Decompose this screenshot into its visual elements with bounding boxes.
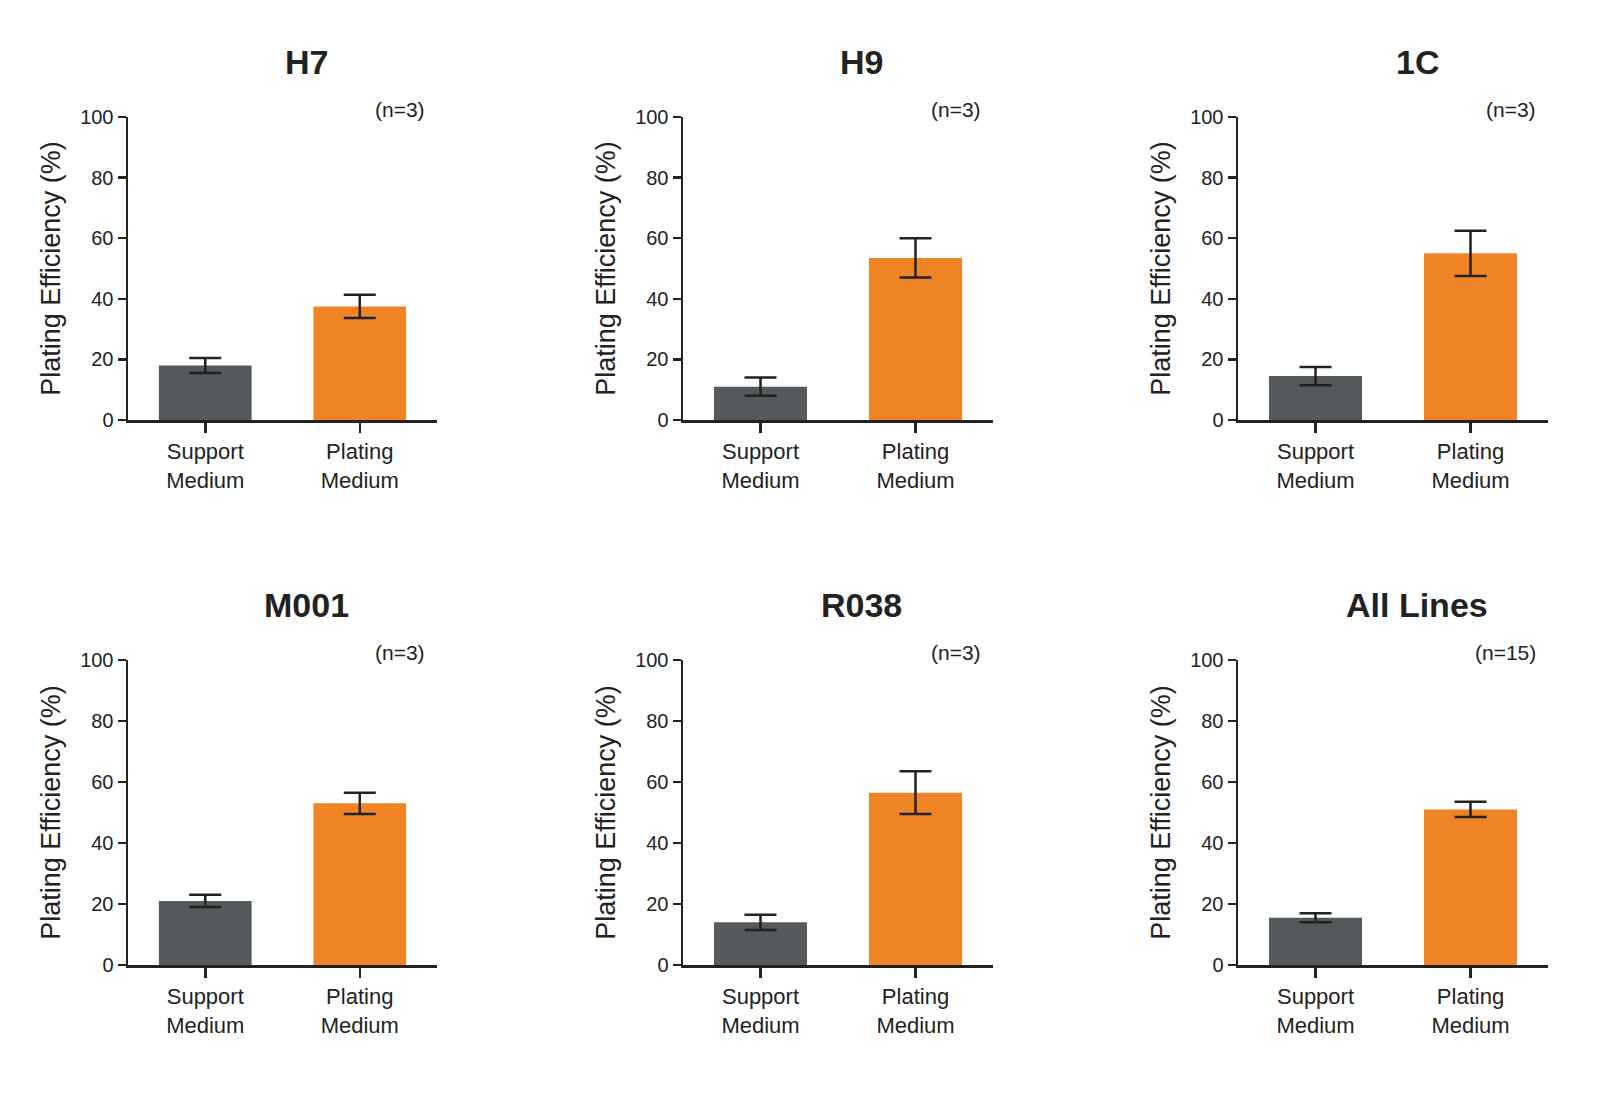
svg-text:40: 40 — [1201, 832, 1223, 854]
svg-text:PlatingMedium: PlatingMedium — [1431, 439, 1509, 493]
svg-text:0: 0 — [102, 954, 113, 976]
svg-text:20: 20 — [646, 348, 668, 370]
svg-text:20: 20 — [1201, 348, 1223, 370]
svg-text:100: 100 — [635, 106, 668, 128]
svg-text:SupportMedium: SupportMedium — [721, 984, 799, 1038]
svg-text:SupportMedium: SupportMedium — [166, 984, 244, 1038]
svg-text:(n=3): (n=3) — [375, 641, 425, 664]
svg-text:100: 100 — [80, 649, 113, 671]
svg-text:80: 80 — [91, 710, 113, 732]
svg-text:20: 20 — [646, 893, 668, 915]
svg-text:Plating Efficiency (%): Plating Efficiency (%) — [591, 141, 621, 396]
svg-text:(n=15): (n=15) — [1475, 641, 1536, 664]
svg-text:H9: H9 — [840, 43, 883, 81]
svg-text:100: 100 — [80, 106, 113, 128]
svg-text:100: 100 — [1190, 649, 1223, 671]
svg-text:PlatingMedium: PlatingMedium — [876, 984, 954, 1038]
svg-text:60: 60 — [646, 227, 668, 249]
svg-text:1C: 1C — [1396, 43, 1439, 81]
svg-text:80: 80 — [1201, 710, 1223, 732]
svg-text:PlatingMedium: PlatingMedium — [876, 439, 954, 493]
svg-text:PlatingMedium: PlatingMedium — [321, 984, 399, 1038]
svg-text:SupportMedium: SupportMedium — [1276, 439, 1354, 493]
svg-text:60: 60 — [91, 771, 113, 793]
svg-text:Plating Efficiency (%): Plating Efficiency (%) — [1146, 141, 1176, 396]
svg-text:Plating Efficiency (%): Plating Efficiency (%) — [1146, 685, 1176, 940]
svg-text:40: 40 — [646, 832, 668, 854]
svg-text:(n=3): (n=3) — [375, 98, 425, 121]
svg-text:(n=3): (n=3) — [931, 98, 981, 121]
svg-text:80: 80 — [91, 167, 113, 189]
svg-text:R038: R038 — [821, 586, 902, 624]
svg-text:0: 0 — [657, 409, 668, 431]
svg-text:0: 0 — [657, 954, 668, 976]
svg-text:80: 80 — [646, 710, 668, 732]
svg-text:60: 60 — [646, 771, 668, 793]
svg-text:20: 20 — [1201, 893, 1223, 915]
svg-text:SupportMedium: SupportMedium — [166, 439, 244, 493]
svg-text:SupportMedium: SupportMedium — [1276, 984, 1354, 1038]
svg-text:PlatingMedium: PlatingMedium — [1431, 984, 1509, 1038]
svg-text:Plating Efficiency (%): Plating Efficiency (%) — [591, 685, 621, 940]
svg-text:60: 60 — [1201, 771, 1223, 793]
svg-text:M001: M001 — [264, 586, 349, 624]
svg-text:PlatingMedium: PlatingMedium — [321, 439, 399, 493]
svg-text:40: 40 — [1201, 288, 1223, 310]
svg-text:40: 40 — [91, 832, 113, 854]
svg-text:Plating Efficiency (%): Plating Efficiency (%) — [36, 685, 66, 940]
svg-text:80: 80 — [1201, 167, 1223, 189]
svg-text:60: 60 — [91, 227, 113, 249]
svg-text:Plating Efficiency (%): Plating Efficiency (%) — [36, 141, 66, 396]
svg-text:100: 100 — [1190, 106, 1223, 128]
svg-text:(n=3): (n=3) — [931, 641, 981, 664]
svg-text:All Lines: All Lines — [1346, 586, 1488, 624]
svg-text:(n=3): (n=3) — [1486, 98, 1536, 121]
svg-text:20: 20 — [91, 893, 113, 915]
svg-text:0: 0 — [102, 409, 113, 431]
svg-text:H7: H7 — [285, 43, 328, 81]
svg-text:100: 100 — [635, 649, 668, 671]
svg-text:40: 40 — [91, 288, 113, 310]
svg-text:80: 80 — [646, 167, 668, 189]
svg-text:0: 0 — [1212, 954, 1223, 976]
svg-text:20: 20 — [91, 348, 113, 370]
svg-text:60: 60 — [1201, 227, 1223, 249]
svg-text:SupportMedium: SupportMedium — [721, 439, 799, 493]
svg-text:40: 40 — [646, 288, 668, 310]
svg-text:0: 0 — [1212, 409, 1223, 431]
